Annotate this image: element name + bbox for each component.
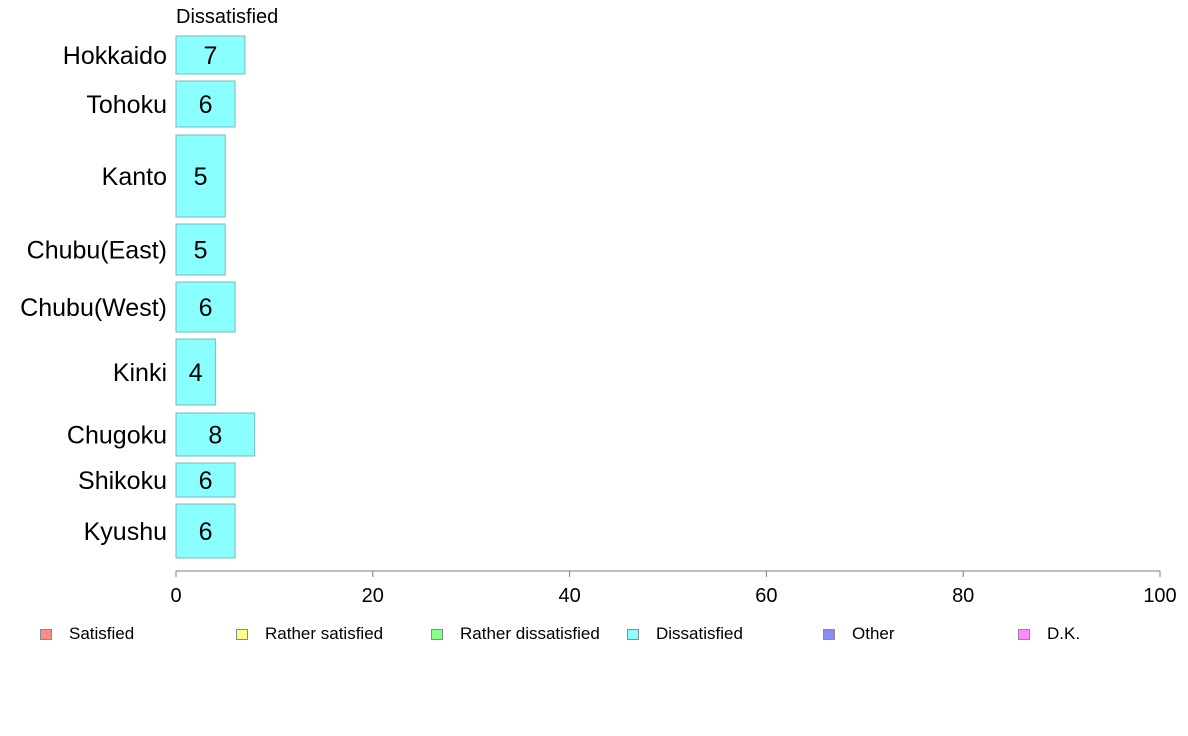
bar-hokkaido: [175, 35, 246, 75]
category-label: Kanto: [102, 163, 167, 191]
legend-item: Satisfied: [40, 622, 134, 646]
category-label: Chubu(East): [27, 237, 167, 265]
legend-swatch: [627, 628, 639, 640]
bar-chubu-west: [175, 281, 236, 333]
legend-swatch: [823, 628, 835, 640]
legend-label: D.K.: [1047, 624, 1081, 643]
legend-label: Rather satisfied: [265, 624, 384, 643]
bar-value-label: 8: [208, 422, 222, 450]
bar-value-label: 6: [199, 518, 213, 546]
bar-value-label: 6: [199, 294, 213, 322]
x-tick-label: 60: [755, 585, 777, 607]
bar-chubu-east: [175, 223, 226, 276]
bar-tohoku: [175, 80, 236, 128]
category-label: Tohoku: [86, 91, 167, 119]
legend-item: Rather dissatisfied: [431, 622, 600, 646]
category-label: Chugoku: [67, 422, 167, 450]
category-label: Hokkaido: [63, 42, 167, 70]
legend-label: Rather dissatisfied: [460, 624, 600, 643]
legend-item: Other: [823, 622, 895, 646]
legend-item: D.K.: [1018, 622, 1080, 646]
legend-swatch: [1018, 628, 1030, 640]
series-title: Dissatisfied: [176, 6, 279, 28]
bar-kyushu: [175, 503, 236, 559]
bar-value-label: 6: [199, 91, 213, 119]
bar-value-label: 7: [203, 42, 217, 70]
legend-label: Dissatisfied: [656, 624, 743, 643]
bar-chart: 7 6 5 5 6 4 8 6 6 Hokkaido Tohoku Kanto Chubu(East)…: [20, 35, 1177, 607]
category-labels: Hokkaido Tohoku Kanto Chubu(East) Chubu(West…: [20, 42, 167, 546]
x-axis: 0 20 40 60 80 100: [170, 570, 1177, 607]
x-tick-label: 80: [952, 585, 974, 607]
legend-item: Rather satisfied: [236, 622, 383, 646]
category-label: Kyushu: [84, 518, 167, 546]
bar-value-label: 5: [194, 237, 208, 265]
bar-kinki: [175, 338, 216, 406]
bar-chugoku: [175, 412, 256, 457]
legend-swatch: [40, 628, 52, 640]
legend: Satisfied Rather satisfied Rather dissatis…: [0, 622, 1188, 646]
bar-shikoku: [175, 462, 236, 498]
category-label: Shikoku: [78, 467, 167, 495]
x-tick-label: 40: [558, 585, 580, 607]
x-tick-label: 20: [362, 585, 384, 607]
bar-value-label: 4: [189, 359, 203, 387]
category-label: Chubu(West): [20, 294, 167, 322]
legend-swatch: [431, 628, 443, 640]
bar-value-label: 6: [199, 467, 213, 495]
legend-label: Other: [852, 624, 895, 643]
legend-item: Dissatisfied: [627, 622, 743, 646]
legend-swatch: [236, 628, 248, 640]
category-label: Kinki: [113, 359, 167, 387]
x-tick-label: 0: [170, 585, 181, 607]
bar-value-label: 5: [194, 163, 208, 191]
bar-kanto: [175, 134, 226, 218]
legend-label: Satisfied: [69, 624, 135, 643]
bars-group: 7 6 5 5 6 4 8 6 6: [175, 35, 256, 559]
x-tick-label: 100: [1143, 585, 1176, 607]
